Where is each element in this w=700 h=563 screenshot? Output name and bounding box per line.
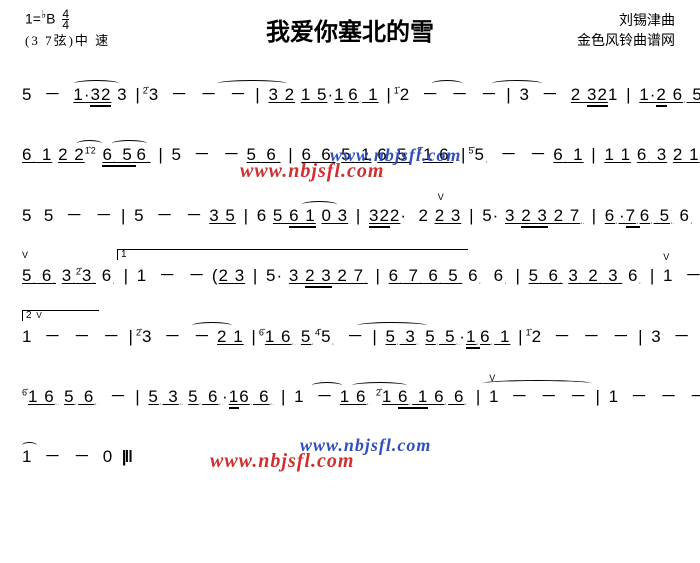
composer: 刘锡津曲 — [619, 10, 675, 30]
score-line-3: 5 5 － － | 5 － － 3 5 | 6 5 6 1 0 3 | 322·… — [22, 207, 678, 227]
source: 金色风铃曲谱网 — [577, 30, 675, 50]
score-body: 5 － 1·32 3 |2̂3 － － － | 3 2 1 5·1·6· 1 |… — [0, 68, 700, 465]
score-line-5: 2 V 1 － － － |2̂3 － － 2 1 |6̂1 6· 5·4̂5· … — [22, 328, 678, 348]
final-barline: |‖ — [119, 447, 131, 466]
score-line-2: 6· 1 2 21̂2 6· 5·6· | 5 － － 5· 6· | 6· 6… — [22, 146, 678, 166]
score-line-7: 1 － － 0 |‖ — [22, 448, 678, 465]
score-line-4: V 1 5· 6· 3·2̂3· 6· | 1 － － (2 3 | 5· 3 … — [22, 267, 678, 287]
score-line-6: 6̂1 6· 5· 6· － | 5· 3· 5· 6··16· 6· | 1 … — [22, 388, 678, 408]
score-line-1: 5 － 1·32 3 |2̂3 － － － | 3 2 1 5·1·6· 1 |… — [22, 86, 678, 106]
header: 1=♭B 44 (3 7弦)中 速 我爱你塞北的雪 刘锡津曲 金色风铃曲谱网 — [0, 0, 700, 68]
